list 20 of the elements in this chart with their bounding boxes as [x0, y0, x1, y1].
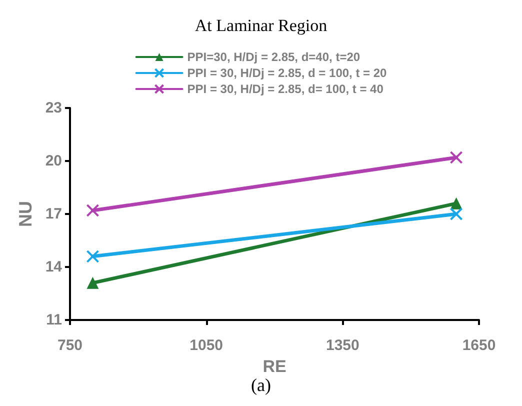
y-tick-label: 23 — [45, 100, 62, 116]
y-tick-label: 14 — [45, 258, 63, 276]
legend-label: PPI = 30, H/Dj = 2.85, d= 100, t = 40 — [187, 82, 384, 96]
legend-label: PPI = 30, H/Dj = 2.85, d = 100, t = 20 — [187, 66, 388, 80]
legend-label: PPI=30, H/Dj = 2.85, d=40, t=20 — [187, 50, 360, 64]
y-axis-title: NU — [15, 201, 36, 227]
point — [86, 204, 100, 217]
x-tick-label: 750 — [57, 337, 83, 354]
x-tick-label: 1650 — [462, 337, 496, 354]
y-tick-label: 17 — [45, 206, 62, 222]
chart-title: At Laminar Region — [194, 16, 328, 35]
text: (a) — [251, 375, 271, 395]
y-tick-label: 20 — [45, 152, 62, 170]
x-axis-title: RE — [262, 356, 286, 376]
x-tick-label: 1350 — [326, 337, 360, 354]
x-tick-label: 1050 — [190, 337, 224, 354]
y-tick-label: 11 — [46, 312, 62, 328]
point — [450, 208, 463, 220]
point — [86, 250, 100, 263]
point — [450, 150, 463, 164]
